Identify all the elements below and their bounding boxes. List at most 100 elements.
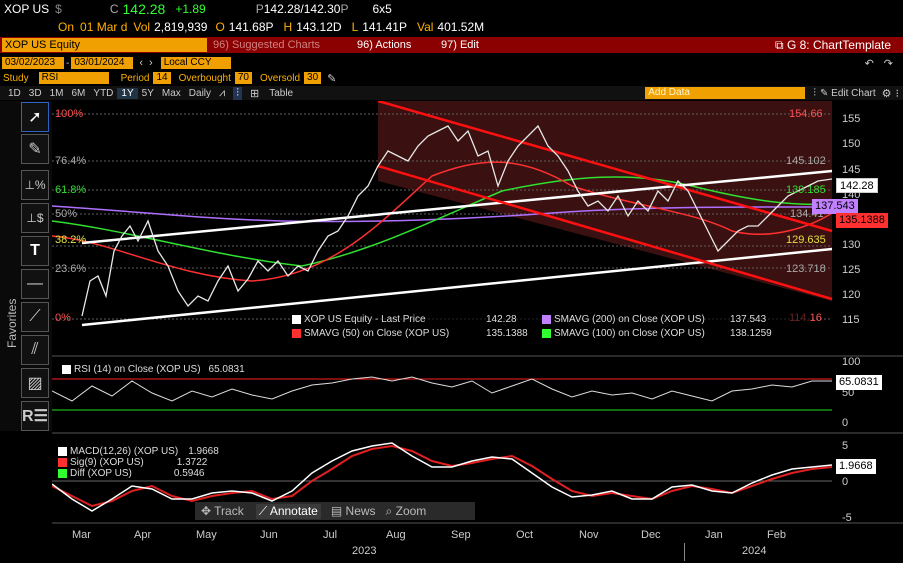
zoom-tool[interactable]: ⌕ Zoom bbox=[385, 503, 427, 518]
legend-item-sma50: SMAVG (50) on Close (XOP US) bbox=[292, 328, 449, 339]
study-select[interactable]: RSI bbox=[38, 72, 109, 84]
size-label: P bbox=[340, 2, 349, 16]
next-arrow-icon[interactable]: › bbox=[149, 57, 153, 69]
interval-select[interactable]: Daily bbox=[188, 87, 212, 99]
add-data-field[interactable]: Add Data bbox=[645, 87, 806, 99]
x-tick-jan: Jan bbox=[705, 529, 723, 541]
start-date[interactable]: 03/02/2023 bbox=[2, 57, 64, 69]
ticker-symbol[interactable]: XOP US bbox=[4, 2, 50, 16]
h-label: H bbox=[283, 20, 293, 34]
title-bar: XOP US Equity 96) Suggested Charts 96) A… bbox=[0, 37, 903, 53]
channel-tool-icon[interactable]: ⫽ bbox=[21, 335, 49, 365]
legend-value-price: 142.28 bbox=[486, 314, 517, 325]
fib-236-label: 23.6% bbox=[55, 263, 87, 275]
fib-618-label: 61.8% bbox=[55, 184, 87, 196]
red-channel-lower bbox=[377, 164, 833, 301]
quote-date: 01 Mar d bbox=[80, 20, 128, 34]
popout-icon: ⧉ bbox=[775, 37, 787, 52]
range-1m[interactable]: 1M bbox=[49, 87, 64, 99]
year-divider bbox=[684, 543, 685, 561]
percent-tool-icon[interactable]: ⊥% bbox=[21, 170, 49, 200]
range-ytd[interactable]: YTD bbox=[93, 87, 114, 99]
candle-icon[interactable]: ⫶ bbox=[233, 86, 242, 100]
signal-legend-item: Sig(9) (XOP US) 1.3722 bbox=[58, 457, 228, 468]
settings-icon[interactable]: ⚙ bbox=[881, 87, 892, 100]
suggested-charts-button[interactable]: 96) Suggested Charts bbox=[213, 39, 321, 51]
more-icon[interactable]: ⁝ bbox=[895, 87, 900, 100]
last-price-tag: 142.28 bbox=[836, 178, 878, 193]
range-6m[interactable]: 6M bbox=[71, 87, 86, 99]
c-label: C bbox=[109, 2, 119, 16]
x-tick-sep: Sep bbox=[451, 529, 471, 541]
crosshair-icon: ✥ bbox=[201, 504, 215, 518]
pencil-icon[interactable]: ✎ bbox=[327, 72, 337, 85]
sma100-line bbox=[52, 176, 833, 267]
range-max[interactable]: Max bbox=[161, 87, 181, 99]
period-input[interactable]: 14 bbox=[153, 72, 171, 84]
study-controls: Study RSI Period 14 Overbought 70 Overso… bbox=[0, 71, 903, 85]
cursor-tool-icon[interactable]: ➚ bbox=[21, 102, 49, 132]
prev-arrow-icon[interactable]: ‹ bbox=[139, 57, 144, 69]
edit-menu[interactable]: 97) Edit bbox=[441, 39, 479, 51]
currency-select[interactable]: Local CCY bbox=[160, 57, 231, 69]
end-date[interactable]: 03/01/2024 bbox=[71, 57, 134, 69]
range-1d[interactable]: 1D bbox=[8, 87, 21, 99]
range-5y[interactable]: 5Y bbox=[141, 87, 154, 99]
rsi-axis-50: 50 bbox=[842, 387, 855, 399]
ruler-tool-icon[interactable]: ▨ bbox=[21, 368, 49, 398]
x-tick-mar: Mar bbox=[72, 529, 91, 541]
rsi-axis-0: 0 bbox=[842, 417, 849, 429]
rsi-value-tag: 65.0831 bbox=[836, 375, 882, 390]
oversold-input[interactable]: 30 bbox=[304, 72, 322, 84]
favorites-label: Favorites bbox=[5, 298, 19, 348]
annotate-tool[interactable]: ⟋ Annotate bbox=[255, 503, 321, 519]
redo-icon[interactable]: ↷ bbox=[883, 57, 893, 70]
table-button[interactable]: Table bbox=[269, 87, 294, 99]
compare-icon[interactable]: ⊞ bbox=[249, 87, 260, 100]
range-1y[interactable]: 1Y bbox=[117, 87, 138, 99]
track-tool[interactable]: ✥ Track bbox=[201, 504, 244, 518]
currency: $ bbox=[55, 2, 62, 16]
filter-icon[interactable]: ⫶ bbox=[813, 86, 816, 99]
overbought-label: Overbought bbox=[178, 72, 231, 84]
line-chart-icon[interactable]: ⩘ bbox=[219, 86, 226, 99]
range-toolbar: 1D 3D 1M 6M YTD 1Y 5Y Max Daily ⩘ ⫶ ⊞ Ta… bbox=[0, 86, 903, 100]
overbought-input[interactable]: 70 bbox=[234, 72, 252, 84]
x-tick-oct: Oct bbox=[516, 529, 534, 541]
bottom-toolbar: ✥ Track ⟋ Annotate ▤ News ⌕ Zoom bbox=[195, 502, 475, 520]
x-tick-dec: Dec bbox=[641, 529, 661, 541]
volume: 2,819,939 bbox=[154, 20, 208, 34]
trendline-tool-icon[interactable]: ⟋ bbox=[21, 302, 49, 332]
undo-icon[interactable]: ↶ bbox=[864, 57, 874, 70]
security-field[interactable]: XOP US Equity bbox=[2, 38, 207, 52]
dollar-tool-icon[interactable]: ⊥$ bbox=[21, 203, 49, 233]
actions-menu[interactable]: 96) Actions bbox=[357, 39, 412, 51]
draw-tool-icon[interactable]: ✎ bbox=[21, 134, 49, 164]
fib-100-label: 100% bbox=[55, 108, 84, 120]
macd-axis-5: 5 bbox=[842, 440, 849, 452]
ticker-bar: XOP US $ C 142.28 +1.89 P 142.28/142.30 … bbox=[0, 0, 903, 18]
hline-tool-icon[interactable]: — bbox=[21, 269, 49, 299]
high: 143.12D bbox=[296, 20, 342, 34]
fib-0-label: 0% bbox=[55, 312, 71, 324]
regression-tool-icon[interactable]: R☰ bbox=[21, 401, 49, 431]
ticker-bar-2: On 01 Mar d Vol 2,819,939 O 141.68P H 14… bbox=[0, 18, 903, 36]
y-tick-120: 120 bbox=[842, 289, 861, 301]
fib-right-100: 154.66 bbox=[789, 108, 823, 120]
range-3d[interactable]: 3D bbox=[28, 87, 42, 99]
x-year-2023: 2023 bbox=[352, 545, 377, 557]
news-tool[interactable]: ▤ News bbox=[330, 504, 376, 518]
macd-legend-item: MACD(12,26) (XOP US) 1.9668 bbox=[58, 446, 228, 457]
price-legend: XOP US Equity - Last Price 142.28 SMAVG … bbox=[290, 313, 810, 343]
text-tool-icon[interactable]: T bbox=[21, 236, 49, 266]
red-channel-upper bbox=[377, 101, 833, 233]
x-tick-jul: Jul bbox=[323, 529, 338, 541]
sma200-line bbox=[52, 205, 833, 223]
zoom-icon: ⌕ bbox=[385, 503, 396, 518]
edit-chart-button[interactable]: ✎ Edit Chart bbox=[819, 87, 876, 99]
x-tick-nov: Nov bbox=[579, 529, 599, 541]
y-tick-125: 125 bbox=[842, 264, 861, 276]
chart-template[interactable]: ⧉ G 8: ChartTemplate bbox=[775, 37, 891, 52]
sma50-tag: 135.1388 bbox=[836, 213, 888, 228]
rsi-legend: RSI (14) on Close (XOP US) 65.0831 bbox=[62, 364, 245, 375]
